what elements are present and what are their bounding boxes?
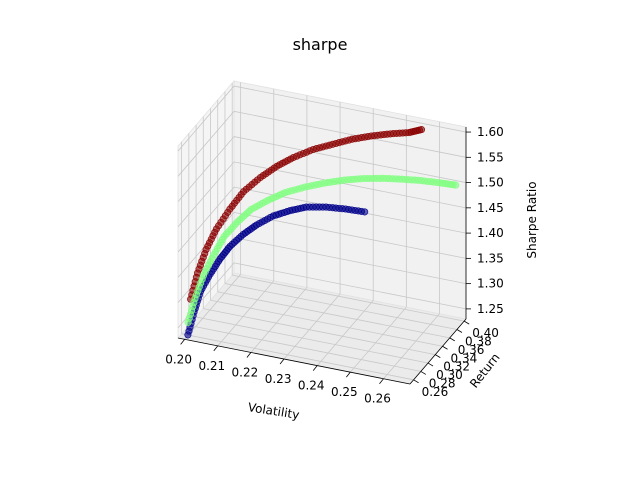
y-tick-label: 0.40 xyxy=(472,326,499,340)
y-axis-line xyxy=(409,318,467,385)
data-point xyxy=(361,208,369,216)
x-tick-mark xyxy=(246,352,252,358)
y-tick-mark xyxy=(420,371,427,375)
y-tick-mark xyxy=(442,345,448,350)
series-1-points xyxy=(187,126,426,303)
y-tick-label: 0.32 xyxy=(443,360,470,374)
grid-line-y xyxy=(181,333,414,381)
x-tick-mark xyxy=(379,378,384,384)
z-axis-label: Sharpe Ratio xyxy=(525,181,539,258)
x-axis-line xyxy=(177,337,411,385)
grid-line-x xyxy=(184,274,241,340)
z-tick-label: 1.60 xyxy=(477,125,504,139)
z-tick-label: 1.45 xyxy=(477,201,504,215)
grid-line-y xyxy=(232,274,465,322)
z-tick-label: 1.30 xyxy=(477,277,504,291)
grid-line-y xyxy=(217,291,450,339)
axis-edges xyxy=(177,127,467,385)
x-tick-label: 0.20 xyxy=(165,352,192,366)
grid-line-z xyxy=(177,161,235,228)
x-axis-label: Volatility xyxy=(247,400,300,422)
z-tick-label: 1.55 xyxy=(477,150,504,164)
x-tick-mark xyxy=(279,358,285,365)
grid-line-z xyxy=(177,136,235,202)
data-point xyxy=(452,181,460,189)
grid-line-y xyxy=(195,316,429,364)
grid-line-x xyxy=(316,300,374,366)
y-tick-label: 0.34 xyxy=(451,351,478,365)
z-axis-ticks: 1.25 1.30 1.35 1.40 1.45 1.50 1.55 1.60 xyxy=(466,125,504,316)
y-tick-mark xyxy=(427,362,434,367)
z-tick-label: 1.40 xyxy=(477,226,504,240)
grid-line-z xyxy=(177,186,235,253)
grid-line-x xyxy=(350,306,407,373)
z-tick-label: 1.50 xyxy=(477,176,504,190)
x-tick-label: 0.23 xyxy=(265,372,292,386)
y-axis-ticks: 0.260.280.300.320.340.360.380.40 xyxy=(413,320,499,399)
x-tick-label: 0.24 xyxy=(298,379,325,393)
grid-line-y xyxy=(188,325,421,372)
y-tick-mark xyxy=(449,337,455,342)
grid-line-z xyxy=(233,262,467,310)
x-tick-label: 0.26 xyxy=(364,392,391,406)
grid-line-x xyxy=(383,313,440,380)
data-point xyxy=(417,126,426,134)
grid-line-z xyxy=(233,110,467,158)
x-axis-ticks: 0.20 0.21 0.22 0.23 0.24 0.25 0.26 xyxy=(165,339,391,406)
grid-line-y xyxy=(203,308,436,356)
grid-line-z xyxy=(233,136,467,183)
grid-line-y xyxy=(224,283,458,330)
grid-line-z xyxy=(177,85,235,152)
grid-line-z xyxy=(233,85,467,133)
z-tick-label: 1.25 xyxy=(477,302,504,316)
x-tick-mark xyxy=(180,339,185,345)
data-points xyxy=(184,126,460,339)
grid-line-x xyxy=(250,287,308,353)
y-tick-label: 0.36 xyxy=(458,343,485,357)
series-3-points xyxy=(184,174,460,326)
y-tick-mark xyxy=(413,379,419,384)
y-tick-label: 0.26 xyxy=(422,385,449,399)
x-tick-label: 0.25 xyxy=(331,385,358,399)
grid-line-z xyxy=(177,111,235,177)
grid-line-y xyxy=(210,299,443,347)
y-tick-mark xyxy=(456,329,463,333)
x-tick-mark xyxy=(213,345,219,352)
y-tick-mark xyxy=(435,354,441,358)
y-tick-label: 0.30 xyxy=(436,368,463,382)
chart-title: sharpe xyxy=(293,35,348,54)
x-tick-mark xyxy=(312,365,318,371)
grid-line-z xyxy=(233,237,467,285)
z-tick-label: 1.35 xyxy=(477,251,504,265)
grid-line-x xyxy=(217,280,275,347)
x-tick-mark xyxy=(346,371,351,378)
y-tick-mark xyxy=(463,320,470,325)
y-tick-label: 0.38 xyxy=(465,335,492,349)
x-tick-label: 0.22 xyxy=(232,366,259,380)
x-tick-label: 0.21 xyxy=(198,359,225,373)
grid-line-x xyxy=(283,293,341,360)
y-tick-label: 0.28 xyxy=(429,376,456,390)
